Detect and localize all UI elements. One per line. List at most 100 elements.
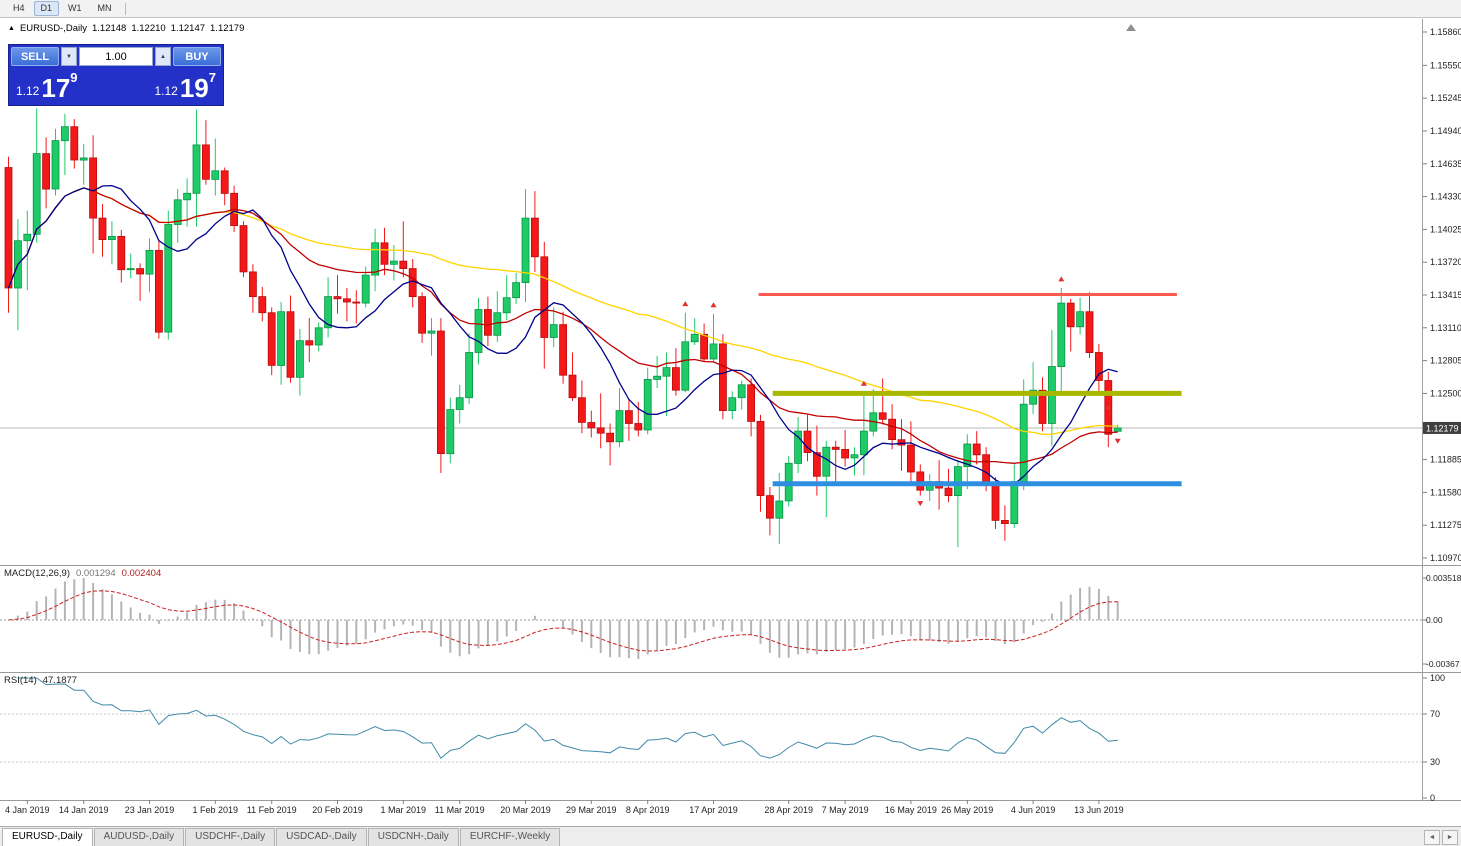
macd-axis-label: -0.00367 xyxy=(1426,659,1460,669)
scroll-to-end-icon[interactable] xyxy=(1126,24,1136,31)
one-click-trading-panel: SELL ▼ ▲ BUY 1.12 17 9 1.12 19 7 xyxy=(8,44,224,106)
ohlc-open: 1.12148 xyxy=(91,23,127,34)
ohlc-high: 1.12210 xyxy=(131,23,166,34)
rsi-axis-label: 0 xyxy=(1430,793,1435,803)
price-axis-label: 1.15245 xyxy=(1430,93,1461,103)
buy-price-quote[interactable]: 1.12 19 7 xyxy=(147,66,223,105)
macd-histogram xyxy=(16,578,1119,659)
fractal-arrow-icon xyxy=(860,380,867,386)
date-axis-label: 20 Feb 2019 xyxy=(312,805,363,815)
timeframe-button-w1[interactable]: W1 xyxy=(68,3,82,13)
date-axis-label: 29 Mar 2019 xyxy=(566,805,617,815)
symbol-marker-icon: ▲ xyxy=(8,25,15,32)
ohlc-low: 1.12147 xyxy=(170,23,206,34)
date-axis-label: 11 Mar 2019 xyxy=(435,805,485,815)
buy-price-prefix: 1.12 xyxy=(154,84,178,98)
macd-name: MACD(12,26,9) xyxy=(4,568,70,579)
fractal-arrow-icon xyxy=(1114,438,1121,444)
ohlc-close: 1.12179 xyxy=(210,23,245,34)
chart-tab-usdcad-daily[interactable]: USDCAD-,Daily xyxy=(276,828,367,846)
chart-tab-audusd-daily[interactable]: AUDUSD-,Daily xyxy=(93,828,185,846)
date-axis-label: 1 Feb 2019 xyxy=(193,805,239,815)
buy-price-big: 19 xyxy=(179,73,209,103)
chart-tab-usdchf-daily[interactable]: USDCHF-,Daily xyxy=(185,828,276,846)
chart-header: ▲ EURUSD-,Daily 1.12148 1.12210 1.12147 … xyxy=(8,23,244,34)
fractal-arrow-icon xyxy=(682,301,689,307)
sell-price-big: 17 xyxy=(41,73,71,103)
price-axis-label: 1.14025 xyxy=(1430,224,1461,234)
tab-scroll-left-icon[interactable]: ◄ xyxy=(1424,830,1440,845)
rsi-axis-label: 70 xyxy=(1430,709,1440,719)
chart-tab-usdcnh-daily[interactable]: USDCNH-,Daily xyxy=(367,828,459,846)
rsi-value: 47.1877 xyxy=(42,675,78,686)
price-axis-label: 1.14635 xyxy=(1430,159,1461,169)
sell-price-quote[interactable]: 1.12 17 9 xyxy=(9,66,85,105)
price-axis-label: 1.13720 xyxy=(1430,257,1461,267)
moving-average-24 xyxy=(7,187,1118,464)
price-axis-label: 1.14940 xyxy=(1430,126,1461,136)
macd-signal-value: 0.002404 xyxy=(121,568,162,579)
price-axis-label: 1.13110 xyxy=(1430,323,1461,333)
date-axis-label: 1 Mar 2019 xyxy=(381,805,427,815)
sell-price-sup: 9 xyxy=(70,70,78,85)
date-axis-label: 20 Mar 2019 xyxy=(500,805,551,815)
rsi-axis-label: 100 xyxy=(1430,673,1445,683)
toolbar-separator xyxy=(124,2,126,15)
price-axis-label: 1.12805 xyxy=(1430,356,1461,366)
date-axis-label: 23 Jan 2019 xyxy=(125,805,175,815)
rsi-axis-label: 30 xyxy=(1430,757,1440,767)
price-axis-label: 1.13415 xyxy=(1430,290,1461,300)
fractal-arrow-icon xyxy=(1105,404,1112,410)
volume-down-button[interactable]: ▼ xyxy=(61,47,77,66)
fractal-arrow-icon xyxy=(710,302,717,308)
sell-price-prefix: 1.12 xyxy=(16,84,40,98)
date-axis-label: 7 May 2019 xyxy=(822,805,869,815)
date-axis-label: 13 Jun 2019 xyxy=(1074,805,1124,815)
volume-input[interactable] xyxy=(79,47,153,66)
chart-tab-eurchf-weekly[interactable]: EURCHF-,Weekly xyxy=(459,828,561,846)
chart-tabs: EURUSD-,Daily AUDUSD-,Daily USDCHF-,Daily U… xyxy=(0,826,1461,846)
price-axis-label: 1.14330 xyxy=(1430,192,1461,202)
timeframe-button-mn[interactable]: MN xyxy=(97,3,112,13)
price-axis-label: 1.10970 xyxy=(1430,553,1461,563)
chart-tab-eurusd-daily[interactable]: EURUSD-,Daily xyxy=(2,828,93,846)
chart-symbol-label: EURUSD-,Daily xyxy=(19,23,87,34)
date-axis-label: 14 Jan 2019 xyxy=(59,805,109,815)
tab-scroll-right-icon[interactable]: ► xyxy=(1442,830,1458,845)
volume-up-button[interactable]: ▲ xyxy=(155,47,171,66)
rsi-label: RSI(14) 47.1877 xyxy=(4,675,77,686)
price-axis-label: 1.11580 xyxy=(1430,487,1461,497)
fractal-arrow-icon xyxy=(917,501,924,507)
date-axis-label: 26 May 2019 xyxy=(941,805,993,815)
macd-label: MACD(12,26,9) 0.001294 0.002404 xyxy=(4,568,161,579)
moving-average-10 xyxy=(7,184,1118,486)
macd-main-value: 0.001294 xyxy=(76,568,116,579)
date-axis-label: 11 Feb 2019 xyxy=(247,805,297,815)
date-axis-label: 16 May 2019 xyxy=(885,805,937,815)
buy-button[interactable]: BUY xyxy=(173,47,221,66)
rsi-line xyxy=(17,677,1118,760)
macd-axis-label: 0.00 xyxy=(1426,615,1443,625)
fractal-arrow-icon xyxy=(1058,276,1065,282)
date-axis-label: 4 Jan 2019 xyxy=(5,805,50,815)
tab-scroll-arrows: ◄ ► xyxy=(1424,830,1458,845)
candlestick-series xyxy=(4,108,1122,548)
current-price-badge xyxy=(1423,421,1461,434)
date-axis-label: 4 Jun 2019 xyxy=(1011,805,1056,815)
buy-price-sup: 7 xyxy=(208,70,216,85)
timeframe-toolbar: H4 D1 W1 MN xyxy=(0,0,1461,18)
price-axis-label: 1.11885 xyxy=(1430,455,1461,465)
date-axis-label: 8 Apr 2019 xyxy=(626,805,670,815)
price-axis-label: 1.15550 xyxy=(1430,60,1461,70)
timeframe-button-h4[interactable]: H4 xyxy=(13,3,25,13)
rsi-name: RSI(14) xyxy=(4,675,37,686)
timeframe-button-d1[interactable]: D1 xyxy=(33,1,60,16)
price-axis-label: 1.12500 xyxy=(1430,388,1461,398)
macd-signal-line xyxy=(8,590,1118,652)
current-price-badge-text: 1.12179 xyxy=(1426,423,1459,433)
price-axis-label: 1.15860 xyxy=(1430,27,1461,37)
macd-axis-label: 0.003518 xyxy=(1426,573,1461,583)
chart-background xyxy=(0,19,1461,826)
sell-button[interactable]: SELL xyxy=(11,47,59,66)
